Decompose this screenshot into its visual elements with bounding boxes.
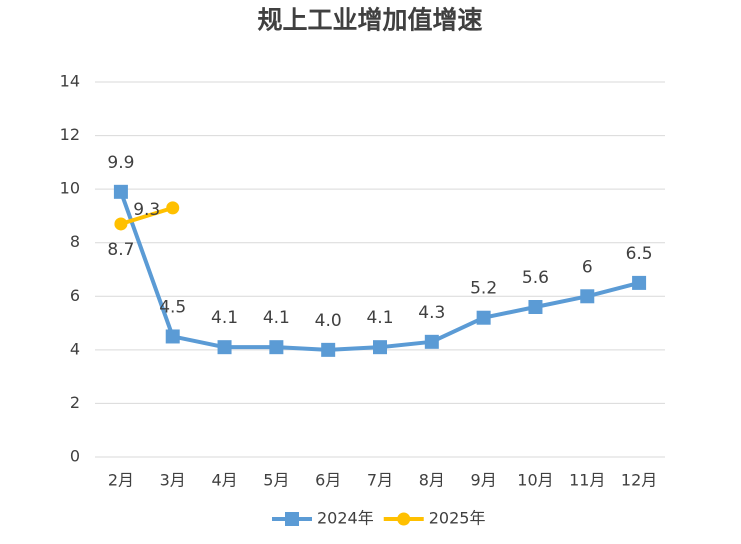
data-label: 9.3 xyxy=(133,200,160,220)
y-tick-label: 14 xyxy=(60,72,80,91)
data-label: 4.0 xyxy=(315,311,342,331)
legend-label: 2024年 xyxy=(317,509,374,528)
legend-marker xyxy=(397,512,411,526)
x-tick-label: 11月 xyxy=(569,471,605,490)
marker xyxy=(113,184,128,199)
marker xyxy=(528,300,543,314)
data-label: 9.9 xyxy=(107,153,134,173)
data-label: 4.1 xyxy=(366,308,393,328)
marker xyxy=(632,275,647,290)
marker xyxy=(269,340,284,355)
y-tick-label: 0 xyxy=(70,447,80,466)
marker xyxy=(165,329,180,344)
data-label: 8.7 xyxy=(107,240,134,260)
x-tick-label: 7月 xyxy=(367,471,393,490)
data-label: 5.6 xyxy=(522,268,549,288)
data-label: 4.1 xyxy=(211,308,238,328)
data-label: 6 xyxy=(582,257,593,277)
legend-marker xyxy=(285,512,299,526)
marker xyxy=(476,310,491,325)
x-tick-label: 10月 xyxy=(517,471,553,490)
x-tick-label: 3月 xyxy=(160,471,186,490)
x-tick-label: 2月 xyxy=(108,471,134,490)
marker xyxy=(321,342,336,357)
x-tick-label: 6月 xyxy=(315,471,341,490)
x-tick-label: 8月 xyxy=(419,471,445,490)
series-line xyxy=(120,205,174,226)
marker xyxy=(580,289,595,304)
data-label: 4.1 xyxy=(263,308,290,328)
y-tick-label: 4 xyxy=(70,339,80,358)
y-tick-label: 8 xyxy=(70,232,80,251)
marker xyxy=(217,340,232,355)
marker xyxy=(424,334,439,349)
chart-title: 规上工业增加值增速 xyxy=(257,6,482,35)
x-tick-label: 4月 xyxy=(211,471,237,490)
marker xyxy=(373,340,387,355)
x-tick-label: 12月 xyxy=(621,471,657,490)
y-tick-label: 12 xyxy=(60,125,80,144)
y-tick-label: 6 xyxy=(70,286,80,305)
y-tick-label: 2 xyxy=(70,393,80,412)
data-label: 5.2 xyxy=(470,279,497,299)
data-label: 4.3 xyxy=(418,303,445,323)
x-tick-label: 9月 xyxy=(471,471,497,490)
marker xyxy=(114,217,128,231)
y-tick-label: 10 xyxy=(60,179,80,198)
data-label: 4.5 xyxy=(159,297,186,317)
data-label: 6.5 xyxy=(626,244,653,264)
x-tick-label: 5月 xyxy=(263,471,289,490)
legend-label: 2025年 xyxy=(429,509,486,528)
marker xyxy=(166,201,180,215)
